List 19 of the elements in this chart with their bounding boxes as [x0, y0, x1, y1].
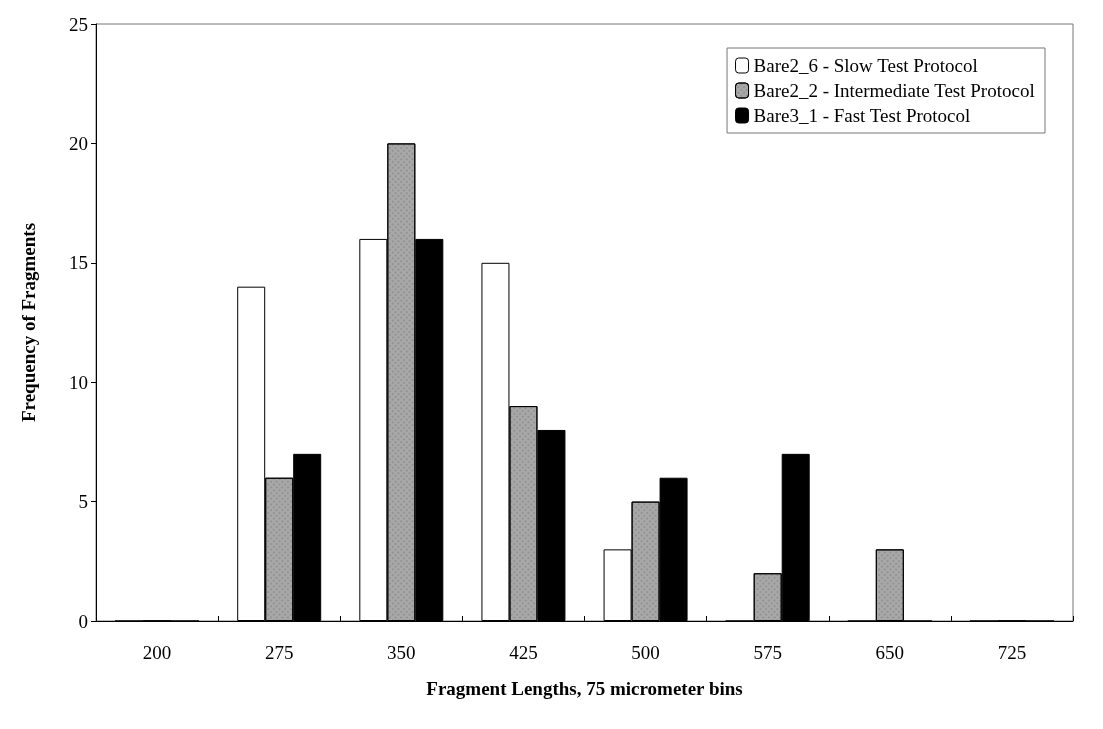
y-tick-label: 20 — [69, 132, 88, 154]
y-tick-label: 5 — [78, 491, 88, 513]
x-tick-label: 275 — [264, 642, 294, 663]
x-tick-label: 425 — [509, 642, 538, 663]
x-tick-label: 575 — [753, 642, 782, 663]
legend-label: Bare3_1 - Fast Test Protocol — [753, 105, 971, 126]
y-axis-title: Frequency of Fragments — [18, 222, 39, 423]
x-axis-title: Fragment Lengths, 75 micrometer bins — [426, 678, 743, 699]
y-tick-label: 25 — [69, 13, 88, 35]
x-tick-label: 200 — [142, 642, 172, 663]
x-tick-label: 500 — [631, 642, 660, 663]
legend-label: Bare2_2 - Intermediate Test Protocol — [753, 80, 1035, 101]
y-tick-label: 0 — [78, 610, 88, 632]
x-tick-label: 650 — [875, 642, 905, 663]
x-tick-label: 725 — [997, 642, 1027, 663]
y-tick-label: 15 — [69, 252, 88, 274]
x-tick-label: 350 — [387, 642, 416, 663]
y-tick-label: 10 — [69, 371, 88, 393]
legend-label: Bare2_6 - Slow Test Protocol — [753, 55, 978, 76]
